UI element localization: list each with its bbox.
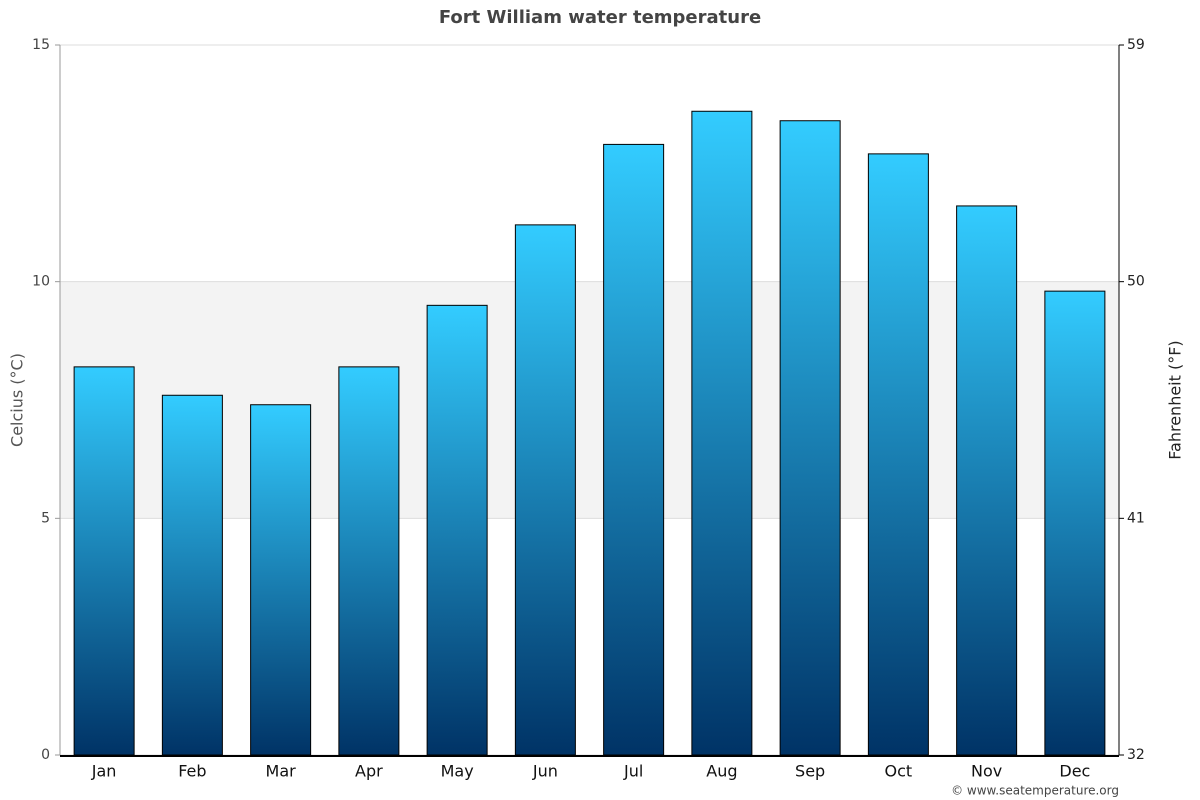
y2-axis-label: Fahrenheit (°F) <box>1166 340 1185 459</box>
bar <box>338 366 400 756</box>
bar <box>691 110 753 756</box>
bar <box>779 120 841 756</box>
credit: © www.seatemperature.org <box>951 784 1119 798</box>
x-tick-label: Mar <box>266 762 297 781</box>
x-tick-label: Jun <box>532 762 558 781</box>
x-tick-label: Feb <box>178 762 206 781</box>
y2-tick-label: 50 <box>1127 274 1145 290</box>
x-tick-label: Apr <box>355 762 383 781</box>
bar <box>867 153 929 756</box>
x-tick-label: May <box>441 762 474 781</box>
bar <box>426 304 488 756</box>
y2-tick-label: 59 <box>1127 37 1145 53</box>
bar <box>73 366 135 756</box>
x-tick-label: Oct <box>885 762 913 781</box>
shaded-band <box>60 281 1119 519</box>
x-tick-label: Nov <box>971 762 1002 781</box>
bar <box>956 205 1018 756</box>
x-tick-label: Jul <box>623 762 643 781</box>
x-tick-label: Dec <box>1059 762 1090 781</box>
y-axis-label: Celcius (°C) <box>8 353 27 447</box>
y-tick-label: 10 <box>32 274 50 290</box>
x-tick-label: Aug <box>706 762 737 781</box>
bar <box>250 404 312 756</box>
y2-tick-label: 41 <box>1127 510 1145 526</box>
x-tick-label: Jan <box>91 762 117 781</box>
y-tick-label: 15 <box>32 37 50 53</box>
y2-tick-label: 32 <box>1127 747 1145 763</box>
bar <box>1044 290 1106 756</box>
bar <box>603 143 665 756</box>
x-tick-label: Sep <box>795 762 825 781</box>
y-tick-label: 0 <box>41 747 50 763</box>
bar <box>514 224 576 756</box>
chart-title: Fort William water temperature <box>439 7 761 28</box>
bar <box>161 394 223 756</box>
y-tick-label: 5 <box>41 510 50 526</box>
